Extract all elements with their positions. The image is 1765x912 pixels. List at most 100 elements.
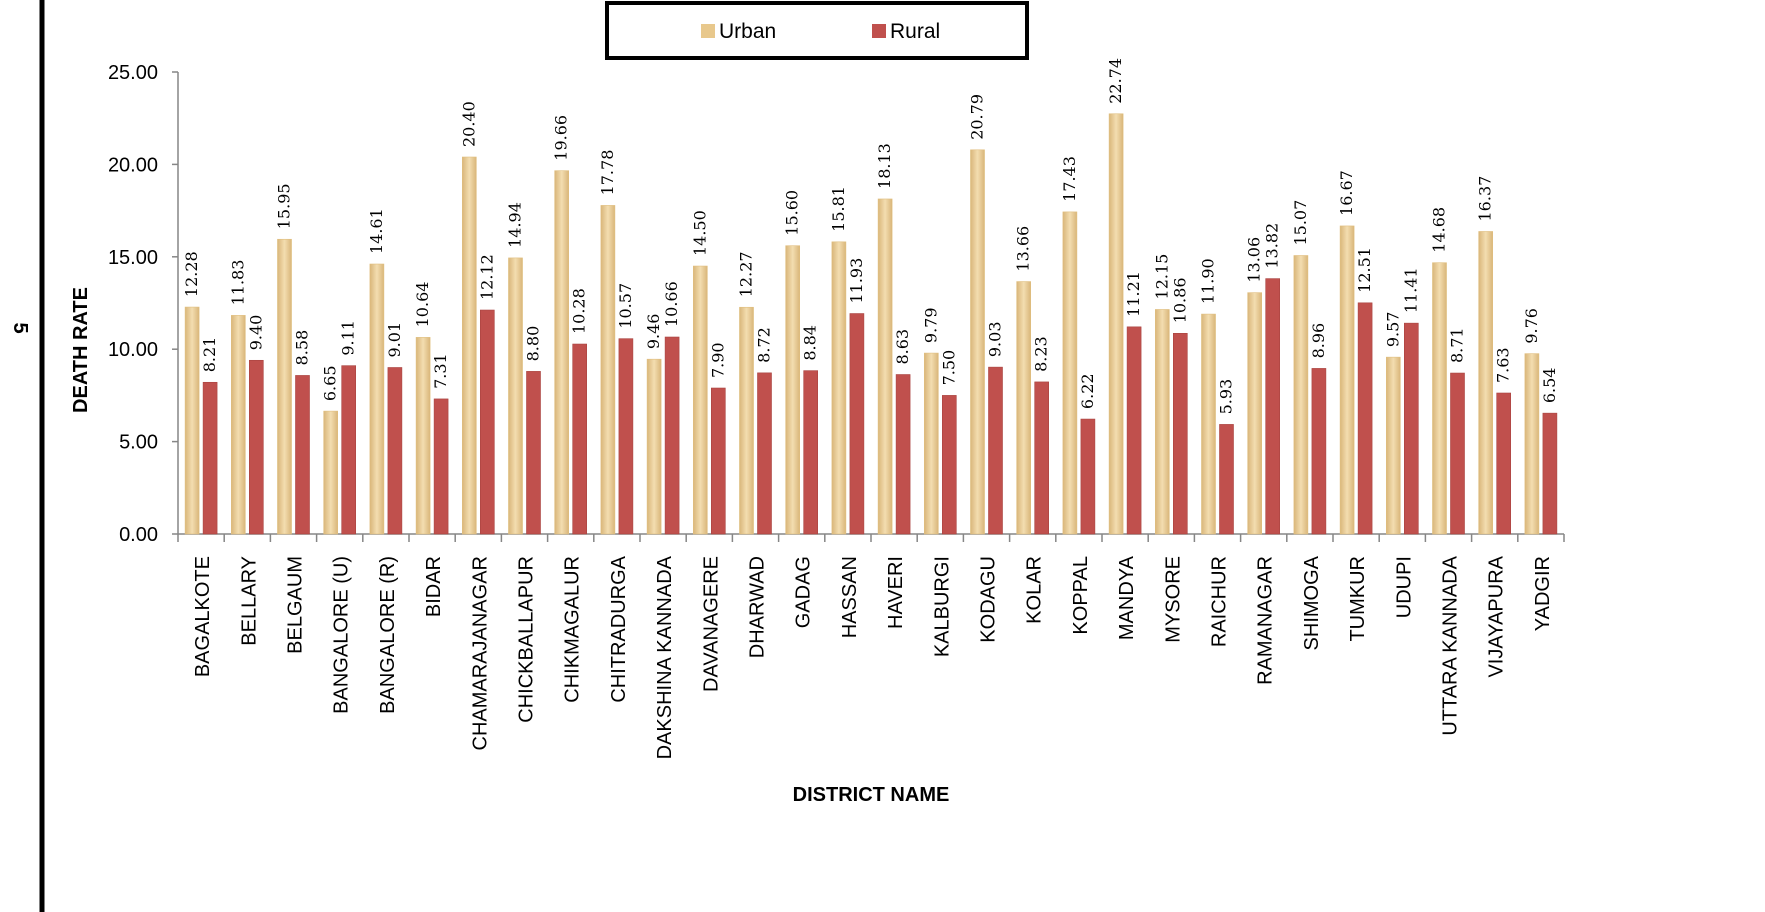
data-label-rural: 12.51 xyxy=(1355,247,1374,293)
bar-rural xyxy=(941,395,957,535)
category-label: KOPPAL xyxy=(1070,556,1092,635)
bar-urban xyxy=(323,410,339,535)
bar-rural xyxy=(1450,372,1465,535)
bar-urban xyxy=(831,241,847,535)
bar-rural xyxy=(1404,322,1419,535)
category-label: VIJAYAPURA xyxy=(1486,555,1508,677)
data-label-rural: 11.21 xyxy=(1124,271,1143,317)
bar-rural xyxy=(295,375,310,535)
data-label-urban: 15.07 xyxy=(1291,200,1310,246)
y-tick-label: 20.00 xyxy=(108,154,158,176)
y-tick-label: 25.00 xyxy=(108,62,158,84)
data-label-urban: 14.61 xyxy=(367,208,386,254)
data-label-urban: 15.60 xyxy=(783,190,802,236)
data-label-urban: 20.79 xyxy=(968,94,987,140)
legend-swatch-urban xyxy=(701,24,715,38)
data-label-rural: 7.31 xyxy=(431,353,450,389)
data-label-urban: 13.06 xyxy=(1245,237,1264,283)
bar-rural xyxy=(757,372,772,535)
bar-rural xyxy=(618,338,634,535)
data-label-rural: 7.63 xyxy=(1494,347,1513,383)
x-axis-ticks xyxy=(177,534,1565,542)
bar-rural xyxy=(988,366,1003,535)
bar-rural xyxy=(249,359,264,535)
category-label: SHIMOGA xyxy=(1301,555,1323,650)
bar-urban xyxy=(1386,356,1401,535)
category-label: UTTARA KANNADA xyxy=(1440,555,1462,735)
legend-box xyxy=(605,1,1029,60)
y-tick-label: 10.00 xyxy=(108,339,158,361)
bar-urban xyxy=(785,245,801,535)
category-label: BAGALKOTE xyxy=(192,556,214,677)
bar-rural xyxy=(433,398,449,535)
bar-urban xyxy=(600,205,616,535)
data-label-rural: 10.86 xyxy=(1170,277,1189,323)
data-label-rural: 5.93 xyxy=(1217,379,1236,415)
bar-urban xyxy=(1339,225,1355,535)
data-label-urban: 17.78 xyxy=(598,150,617,196)
category-label: KODAGU xyxy=(978,556,1000,643)
data-label-rural: 8.71 xyxy=(1448,327,1467,363)
y-axis-title: DEATH RATE xyxy=(70,287,92,413)
bar-rural xyxy=(479,309,495,535)
y-tick-label: 5.00 xyxy=(119,432,158,454)
data-label-urban: 22.74 xyxy=(1106,58,1125,104)
bar-rural xyxy=(341,365,357,535)
legend-label-urban: Urban xyxy=(719,20,776,43)
data-label-rural: 9.01 xyxy=(385,322,404,358)
bar-urban xyxy=(1108,113,1124,535)
bar-rural xyxy=(1357,302,1373,535)
data-label-urban: 11.90 xyxy=(1199,258,1218,304)
data-label-urban: 18.13 xyxy=(875,143,894,189)
bar-urban xyxy=(1016,281,1032,535)
bar-rural xyxy=(1496,392,1511,535)
bar-urban xyxy=(1524,353,1540,535)
bar-rural xyxy=(572,343,588,535)
bar-rural xyxy=(526,371,541,535)
bar-urban xyxy=(970,149,985,535)
category-label: UDUPI xyxy=(1393,556,1415,618)
data-label-urban: 16.37 xyxy=(1476,176,1495,222)
category-label: MYSORE xyxy=(1162,556,1184,643)
category-label: HAVERI xyxy=(885,556,907,629)
bar-urban xyxy=(461,156,477,535)
data-labels: 12.28 8.21 11.83 9.40 15.95 8.58 6.65 9.11 14.61… xyxy=(182,58,1559,414)
data-label-urban: 9.46 xyxy=(644,314,663,350)
bar-rural xyxy=(849,313,865,535)
data-label-rural: 9.03 xyxy=(986,322,1005,358)
category-label: KOLAR xyxy=(1024,556,1046,624)
data-label-urban: 14.94 xyxy=(506,202,525,248)
bar-urban xyxy=(923,352,939,535)
bar-urban xyxy=(415,337,431,535)
bar-urban xyxy=(1478,231,1493,535)
data-label-rural: 9.11 xyxy=(339,320,358,356)
data-label-urban: 11.83 xyxy=(228,260,247,306)
bar-rural xyxy=(803,370,819,535)
bar-rural xyxy=(1219,424,1234,535)
data-label-rural: 8.58 xyxy=(293,330,312,366)
bar-urban xyxy=(231,315,246,535)
data-label-rural: 8.96 xyxy=(1309,323,1328,359)
y-tick-label: 0.00 xyxy=(119,524,158,546)
data-label-urban: 14.50 xyxy=(690,210,709,256)
bar-urban xyxy=(646,358,662,535)
data-label-rural: 12.12 xyxy=(477,254,496,300)
data-label-rural: 8.72 xyxy=(755,327,774,363)
data-label-rural: 11.93 xyxy=(847,258,866,304)
category-label: DAKSHINA KANNADA xyxy=(654,555,676,759)
data-label-rural: 11.41 xyxy=(1401,267,1420,313)
data-label-urban: 20.40 xyxy=(459,101,478,147)
legend-swatch-rural xyxy=(872,24,886,38)
data-label-urban: 13.66 xyxy=(1014,226,1033,272)
data-label-rural: 10.57 xyxy=(616,283,635,329)
bar-urban xyxy=(554,170,570,535)
data-label-rural: 8.63 xyxy=(893,329,912,365)
data-label-urban: 14.68 xyxy=(1430,207,1449,253)
bar-rural xyxy=(664,336,680,535)
data-label-urban: 12.27 xyxy=(737,251,756,297)
data-label-urban: 15.81 xyxy=(829,186,848,232)
data-label-urban: 12.28 xyxy=(182,251,201,297)
data-label-rural: 8.23 xyxy=(1032,336,1051,372)
category-label: CHICKBALLAPUR xyxy=(516,556,538,723)
bar-urban xyxy=(877,198,893,535)
